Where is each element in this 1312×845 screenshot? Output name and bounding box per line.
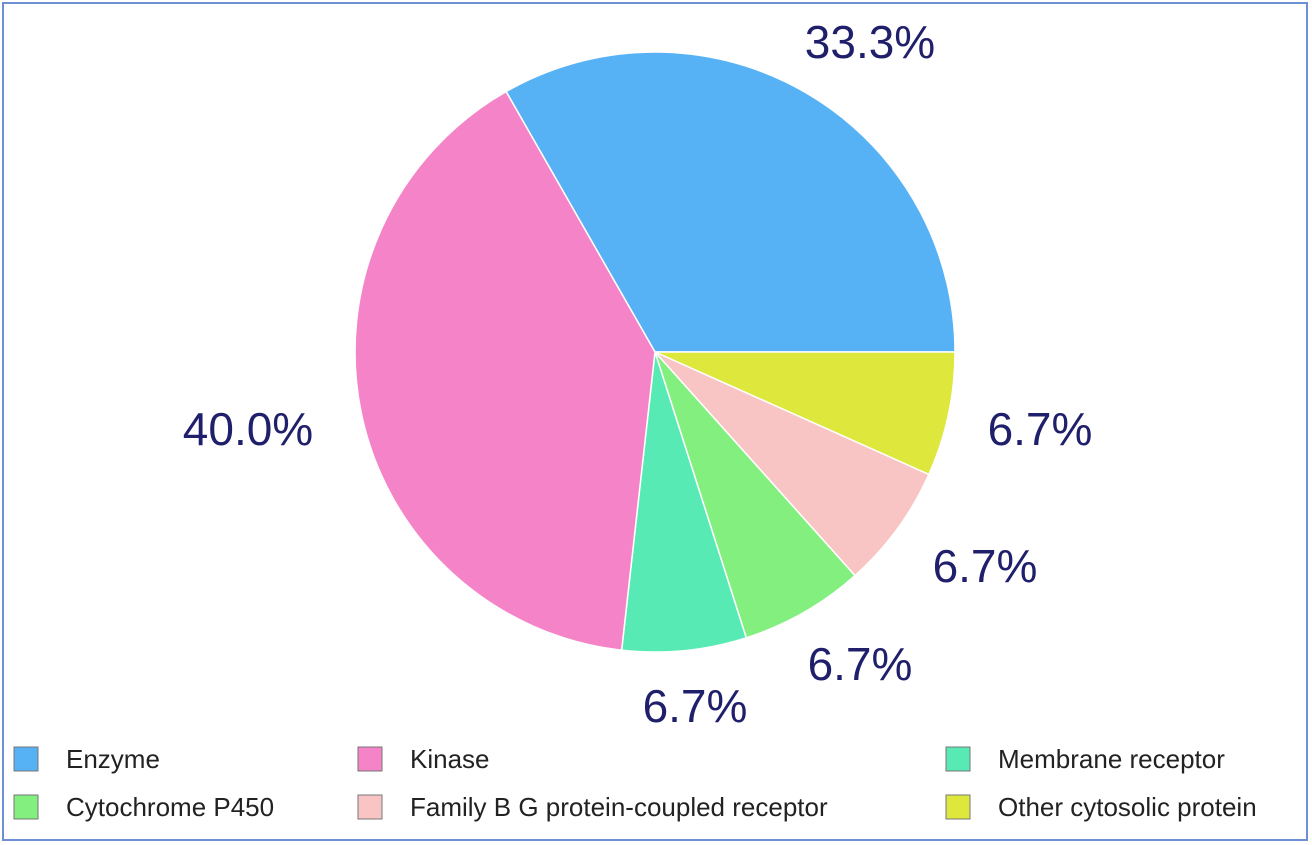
legend-swatch-cytochrome-p450 [13,794,39,820]
legend-swatch-membrane-receptor [945,746,971,772]
pie-slice-family-b-g-protein-coupled-receptor [654,351,930,577]
pie-slice-cytochrome-p450 [654,351,857,639]
pie-slice-enzyme [505,51,956,353]
slice-label-cytochrome-p450: 6.7% [808,638,913,690]
slice-label-other-cytosolic-protein: 6.7% [988,403,1093,455]
legend-label-cytochrome-p450: Cytochrome P450 [66,792,274,822]
legend-swatch-other-cytosolic-protein [945,794,971,820]
legend-label-kinase: Kinase [410,744,490,774]
pie-slice-membrane-receptor [620,351,748,653]
slice-label-membrane-receptor: 6.7% [643,680,748,732]
legend-swatch-enzyme [13,746,39,772]
pie-slice-kinase [354,90,656,651]
pie-slices [354,51,956,653]
slice-label-enzyme: 33.3% [805,16,935,68]
legend-label-other-cytosolic-protein: Other cytosolic protein [998,792,1257,822]
slice-label-kinase: 40.0% [183,403,313,455]
legend-item-enzyme: Enzyme [13,744,160,774]
slice-labels: 33.3% 6.7% 6.7% 6.7% 6.7% 40.0% [183,16,1093,732]
legend-item-other-cytosolic-protein: Other cytosolic protein [945,792,1257,822]
legend-swatch-family-b-g-protein-coupled-receptor [357,794,383,820]
legend-label-family-b-g-protein-coupled-receptor: Family B G protein-coupled receptor [410,792,828,822]
legend-item-membrane-receptor: Membrane receptor [945,744,1225,774]
legend-label-membrane-receptor: Membrane receptor [998,744,1225,774]
legend-item-family-b-g-protein-coupled-receptor: Family B G protein-coupled receptor [357,792,828,822]
slice-label-family-b-g-protein-coupled-receptor: 6.7% [933,540,1038,592]
legend-label-enzyme: Enzyme [66,744,160,774]
legend-swatch-kinase [357,746,383,772]
legend-item-kinase: Kinase [357,744,490,774]
pie-slice-other-cytosolic-protein [654,351,956,476]
legend-item-cytochrome-p450: Cytochrome P450 [13,792,274,822]
legend: Enzyme Kinase Membrane receptor Cytochrome … [13,744,1257,822]
